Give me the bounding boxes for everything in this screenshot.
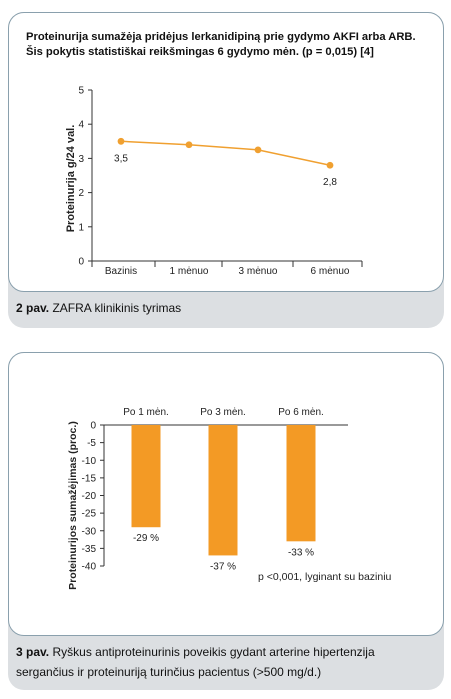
chart1-data-label: 2,8: [323, 177, 337, 188]
figure1-panel: [8, 12, 444, 328]
chart1-y-tick-label: 3: [78, 154, 84, 165]
chart1-data-point: [185, 141, 193, 149]
chart1-data-point: [326, 161, 334, 169]
chart2-y-tick-label: -20: [82, 491, 97, 502]
chart2-y-tick-label: -15: [82, 473, 97, 484]
chart2-note: p <0,001, lyginant su baziniu: [258, 571, 392, 583]
chart2-bar: [131, 425, 161, 528]
chart1-data-label: 3,5: [114, 153, 128, 164]
chart1-y-tick-label: 2: [78, 188, 84, 199]
chart2-y-tick-label: -10: [82, 456, 97, 467]
chart2-bar: [286, 425, 316, 542]
figure1-title: Proteinurija sumažėja pridėjus lerkanidi…: [26, 30, 426, 60]
chart2-x-tick-label: Po 3 mėn.: [200, 407, 246, 418]
chart1-y-tick-label: 0: [78, 257, 84, 268]
chart2-x-tick-label: Po 6 mėn.: [278, 407, 324, 418]
chart2-data-label: -29 %: [133, 533, 159, 544]
chart2-y-tick-label: -30: [82, 526, 97, 537]
figure1-caption: 2 pav. ZAFRA klinikinis tyrimas: [16, 298, 426, 318]
chart1-x-tick-label: 6 mėnuo: [311, 266, 350, 277]
chart2-data-label: -37 %: [210, 561, 236, 572]
chart1-y-tick-label: 5: [78, 86, 84, 97]
figure2-caption: 3 pav. Ryškus antiproteinurinis poveikis…: [16, 642, 426, 682]
chart2-y-tick-label: -25: [82, 509, 97, 520]
chart2-y-tick-label: -5: [87, 438, 96, 449]
chart2-y-axis-label: Proteinurijos sumažėjimas (proc.): [67, 421, 79, 590]
chart2-y-tick-label: -40: [82, 562, 97, 573]
chart1-y-tick-label: 1: [78, 222, 84, 233]
chart1-x-tick-label: 1 mėnuo: [170, 266, 209, 277]
chart2-y-tick-label: -35: [82, 544, 97, 555]
chart1-data-point: [254, 146, 262, 154]
figure1-title-line1: Proteinurija sumažėja pridėjus lerkanidi…: [26, 31, 416, 43]
figure1-title-line2: Šis pokytis statistiškai reikšmingas 6 g…: [26, 46, 374, 58]
chart1-series-line: [120, 140, 331, 166]
chart2-y-tick-label: 0: [90, 421, 96, 432]
figure1-card: [8, 12, 444, 292]
chart2-data-label: -33 %: [288, 547, 314, 558]
figure1-caption-text: ZAFRA klinikinis tyrimas: [49, 301, 182, 315]
chart1-y-axis-label: Proteinurija g/24 val.: [65, 125, 77, 233]
chart1-data-point: [117, 137, 125, 145]
figure2-caption-number: 3 pav.: [16, 645, 50, 659]
chart1-x-tick-label: Bazinis: [105, 266, 137, 277]
chart2-bar: [208, 425, 238, 556]
figure1-caption-number: 2 pav.: [16, 301, 50, 315]
figure2-caption-text: Ryškus antiproteinurinis poveikis gydant…: [16, 645, 375, 679]
chart1-y-tick-label: 4: [78, 120, 84, 131]
chart2-x-tick-label: Po 1 mėn.: [123, 407, 169, 418]
chart1-x-tick-label: 3 mėnuo: [239, 266, 278, 277]
